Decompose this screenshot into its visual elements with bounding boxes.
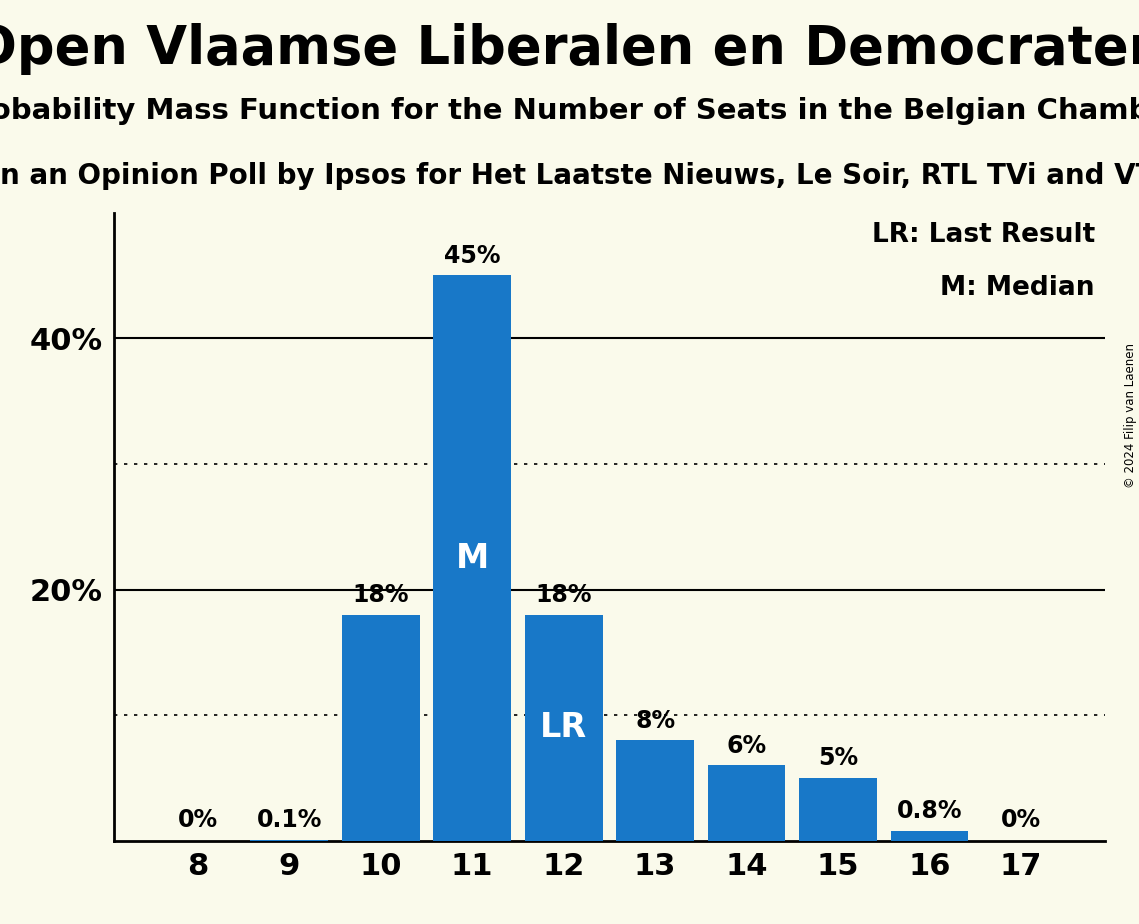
Text: 6%: 6% xyxy=(727,734,767,758)
Text: 8%: 8% xyxy=(636,709,675,733)
Text: 0.8%: 0.8% xyxy=(896,799,962,823)
Bar xyxy=(433,275,511,841)
Text: n an Opinion Poll by Ipsos for Het Laatste Nieuws, Le Soir, RTL TVi and VTM, 2–1: n an Opinion Poll by Ipsos for Het Laats… xyxy=(0,162,1139,189)
Text: 0%: 0% xyxy=(1001,808,1041,832)
Text: LR: LR xyxy=(540,711,588,744)
Bar xyxy=(891,831,968,841)
Bar xyxy=(342,614,419,841)
Text: M: M xyxy=(456,541,489,575)
Bar xyxy=(525,614,603,841)
Bar xyxy=(616,740,694,841)
Text: © 2024 Filip van Laenen: © 2024 Filip van Laenen xyxy=(1124,344,1137,488)
Text: 18%: 18% xyxy=(352,583,409,607)
Bar xyxy=(800,778,877,841)
Text: Probability Mass Function for the Number of Seats in the Belgian Chamber: Probability Mass Function for the Number… xyxy=(0,97,1139,125)
Text: 18%: 18% xyxy=(535,583,592,607)
Text: 0%: 0% xyxy=(178,808,218,832)
Bar xyxy=(251,840,328,841)
Text: 0.1%: 0.1% xyxy=(256,808,322,832)
Bar xyxy=(707,765,786,841)
Text: 45%: 45% xyxy=(444,244,500,268)
Text: Open Vlaamse Liberalen en Democraten: Open Vlaamse Liberalen en Democraten xyxy=(0,23,1139,75)
Text: LR: Last Result: LR: Last Result xyxy=(871,222,1095,248)
Text: 5%: 5% xyxy=(818,747,858,771)
Text: M: Median: M: Median xyxy=(941,275,1095,301)
